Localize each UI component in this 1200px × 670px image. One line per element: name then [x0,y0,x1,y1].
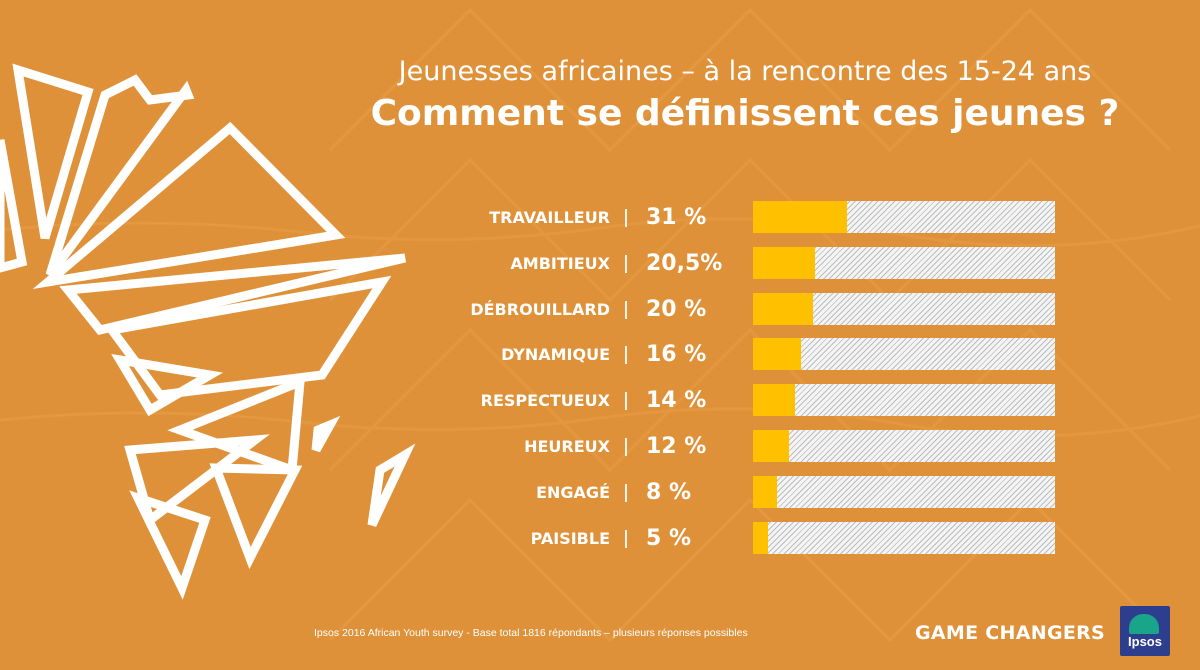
bar-track [753,201,1055,233]
label-separator [625,254,627,273]
logo-text: Ipsos [1128,634,1162,649]
bar-row: RESPECTUEUX 14 % [0,384,1200,418]
bar-track [753,384,1055,417]
bar-track [753,338,1055,371]
bar-row: DÉBROUILLARD 20 % [0,292,1200,327]
brand-tagline: GAME CHANGERS [915,622,1106,644]
bar-value-label: 20,5% [646,250,723,276]
bar-category-label: TRAVAILLEUR [489,208,610,227]
ipsos-logo: Ipsos [1120,606,1170,656]
bar [753,201,847,233]
bar-track [753,475,1055,508]
bar-row: PAISIBLE 5 % [0,521,1200,556]
bar-value-label: 16 % [646,342,707,368]
label-separator [625,529,627,548]
bar-row: ENGAGÉ 8 % [0,475,1200,510]
bar [753,338,802,371]
bar [753,521,769,554]
bar-track [753,430,1055,462]
bar-category-label: DÉBROUILLARD [470,299,610,319]
bar [753,384,796,417]
bar-row: HEUREUX 12 % [0,430,1200,464]
bar-value-label: 8 % [646,479,692,505]
bar-category-label: ENGAGÉ [536,482,610,502]
bar-category-label: DYNAMIQUE [501,345,610,365]
bar-category-label: HEUREUX [524,437,610,456]
logo-shape [1129,614,1159,634]
bar [753,292,814,325]
bar-track [753,521,1055,554]
label-separator [625,483,627,502]
bar-category-label: AMBITIEUX [510,253,610,273]
bar [753,475,778,508]
bar-value-label: 5 % [646,525,692,551]
label-separator [625,209,627,227]
bar-value-label: 20 % [646,296,707,322]
bar-value-label: 31 % [646,205,707,230]
bar [753,430,790,462]
label-separator [625,438,627,456]
bar-track [753,292,1055,325]
label-separator [625,346,627,365]
bar-track [753,246,1055,279]
bar-category-label: PAISIBLE [530,528,610,548]
africa-map-graphic [0,63,416,600]
bar-value-label: 14 % [646,388,707,414]
bar-row: DYNAMIQUE 16 % [0,338,1200,372]
bar-category-label: RESPECTUEUX [480,391,610,411]
bar-row: TRAVAILLEUR 31 % [0,201,1200,235]
bar [753,246,815,279]
chart-title: Comment se définissent ces jeunes ? [370,93,1120,134]
footnote: Ipsos 2016 African Youth survey - Base t… [314,627,748,639]
bar-row: AMBITIEUX 20,5% [0,246,1200,281]
chart-subtitle: Jeunesses africaines – à la rencontre de… [398,56,1092,87]
bar-value-label: 12 % [646,434,707,459]
label-separator [625,300,627,319]
label-separator [625,392,627,411]
